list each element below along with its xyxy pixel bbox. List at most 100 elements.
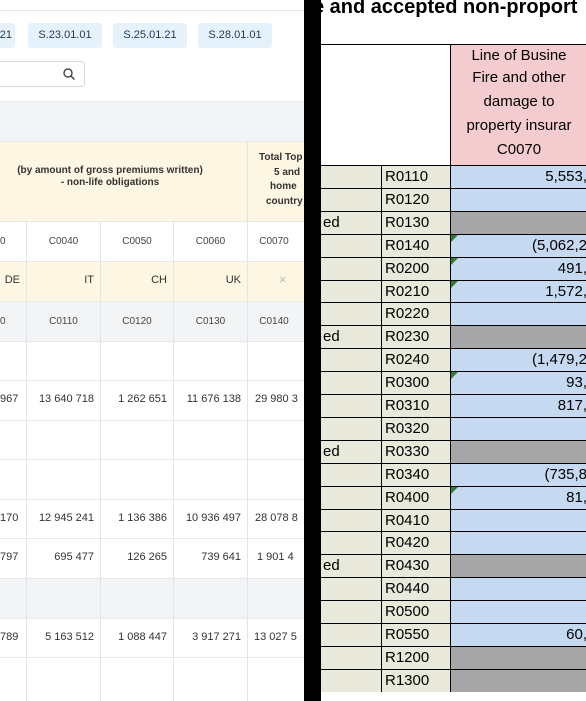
value-cell[interactable]: 5,553, [450, 166, 586, 188]
value-cell[interactable] [450, 646, 586, 669]
amount-cell[interactable]: 1 088 447 [118, 631, 167, 643]
amount-cell[interactable]: 739 641 [201, 551, 241, 563]
row-label-cell[interactable] [321, 463, 381, 486]
row-code-cell[interactable]: R0140 [381, 234, 451, 257]
tab-s25-01-21[interactable]: S.25.01.21 [113, 23, 187, 48]
amount-cell[interactable]: 170 [0, 512, 19, 524]
value-cell[interactable]: 93, [450, 372, 586, 395]
amount-cell[interactable]: 5 163 512 [45, 631, 94, 643]
amount-cell[interactable]: 13 640 718 [38, 393, 94, 405]
row-label-cell[interactable] [321, 509, 381, 532]
row-label-cell[interactable] [321, 486, 381, 509]
amount-cell[interactable]: 3 917 271 [192, 631, 241, 643]
row-label-cell[interactable] [321, 624, 381, 646]
tab-s28-01-01[interactable]: S.28.01.01 [198, 23, 272, 48]
value-cell[interactable]: 1,572, [450, 280, 586, 303]
country-select[interactable]: IT [84, 274, 94, 286]
value-cell[interactable] [450, 532, 586, 555]
row-label-cell[interactable]: ed [321, 211, 381, 234]
row-code-cell[interactable]: R0320 [381, 417, 451, 440]
row-code-cell[interactable]: R0340 [381, 463, 451, 486]
value-cell[interactable]: (735,8 [450, 463, 586, 486]
row-code-cell[interactable]: R0130 [381, 211, 451, 234]
value-cell[interactable] [450, 440, 586, 463]
value-cell[interactable] [450, 326, 586, 349]
row-label-cell[interactable] [321, 234, 381, 257]
tab-template-partial[interactable]: 21 [0, 23, 15, 48]
row-code-cell[interactable]: R1200 [381, 646, 451, 669]
row-code-cell[interactable]: R0220 [381, 303, 451, 326]
row-label-cell[interactable] [321, 646, 381, 669]
row-code-cell[interactable]: R0400 [381, 486, 451, 509]
country-select[interactable]: DE [4, 274, 20, 286]
amount-cell[interactable]: 695 477 [54, 551, 94, 563]
row-label-cell[interactable] [321, 532, 381, 555]
row-label-cell[interactable] [321, 257, 381, 280]
search-input[interactable] [0, 61, 85, 87]
value-cell[interactable]: 817, [450, 395, 586, 417]
row-label-cell[interactable] [321, 280, 381, 303]
country-select[interactable]: CH [151, 274, 167, 286]
value-cell[interactable]: (1,479,2 [450, 349, 586, 372]
row-code-cell[interactable]: R0440 [381, 578, 451, 601]
amount-cell[interactable]: 11 676 138 [186, 393, 241, 405]
row-code-cell[interactable]: R0330 [381, 440, 451, 463]
amount-cell[interactable]: 1 262 651 [118, 393, 167, 405]
amount-cell[interactable]: 126 265 [127, 551, 167, 563]
value-cell[interactable]: 60, [450, 624, 586, 646]
value-cell[interactable] [450, 303, 586, 326]
row-label-cell[interactable] [321, 349, 381, 372]
tab-s23-01-01[interactable]: S.23.01.01 [28, 23, 102, 48]
amount-cell[interactable]: 29 980 3 [255, 393, 298, 405]
row-label-cell[interactable] [321, 188, 381, 211]
value-cell[interactable] [450, 509, 586, 532]
row-label-cell[interactable] [321, 395, 381, 417]
row-code-cell[interactable]: R0210 [381, 280, 451, 303]
amount-cell[interactable]: 1 136 386 [118, 512, 167, 524]
row-label-cell[interactable] [321, 372, 381, 395]
value-cell[interactable]: 81, [450, 486, 586, 509]
amount-cell[interactable]: 28 078 8 [255, 512, 298, 524]
clear-icon[interactable]: × [279, 272, 287, 287]
row-code-cell[interactable]: R0410 [381, 509, 451, 532]
row-label-cell[interactable]: ed [321, 440, 381, 463]
row-code-cell[interactable]: R1300 [381, 669, 451, 692]
row-label-cell[interactable] [321, 578, 381, 601]
amount-cell[interactable]: 967 [0, 393, 19, 405]
row-code-cell[interactable]: R0550 [381, 624, 451, 646]
row-label-cell[interactable] [321, 303, 381, 326]
row-code-cell[interactable]: R0420 [381, 532, 451, 555]
row-code-cell[interactable]: R0230 [381, 326, 451, 349]
search-icon[interactable] [62, 67, 76, 81]
row-label-cell[interactable]: ed [321, 555, 381, 578]
country-select[interactable]: UK [225, 274, 241, 286]
amount-cell[interactable]: 13 027 5 [254, 631, 297, 643]
row-label-cell[interactable] [321, 601, 381, 624]
value-cell[interactable] [450, 555, 586, 578]
amount-cell[interactable]: 1 901 4 [257, 551, 294, 563]
row-label-cell[interactable] [321, 669, 381, 692]
amount-cell[interactable]: 789 [0, 631, 19, 643]
value-cell[interactable] [450, 211, 586, 234]
row-label-cell[interactable] [321, 166, 381, 188]
value-cell[interactable] [450, 188, 586, 211]
amount-cell[interactable]: 12 945 241 [38, 512, 94, 524]
row-code-cell[interactable]: R0430 [381, 555, 451, 578]
value-cell[interactable]: 491, [450, 257, 586, 280]
row-code-cell[interactable]: R0110 [381, 166, 451, 188]
value-cell[interactable] [450, 669, 586, 692]
row-code-cell[interactable]: R0200 [381, 257, 451, 280]
row-code-cell[interactable]: R0300 [381, 372, 451, 395]
row-code-cell[interactable]: R0500 [381, 601, 451, 624]
value-cell[interactable]: (5,062,2 [450, 234, 586, 257]
amount-cell[interactable]: 10 936 497 [185, 512, 241, 524]
value-cell[interactable] [450, 601, 586, 624]
value-cell[interactable] [450, 578, 586, 601]
row-code-cell[interactable]: R0310 [381, 395, 451, 417]
row-label-cell[interactable] [321, 417, 381, 440]
row-label-cell[interactable]: ed [321, 326, 381, 349]
amount-cell[interactable]: 797 [0, 551, 19, 563]
row-code-cell[interactable]: R0240 [381, 349, 451, 372]
value-cell[interactable] [450, 417, 586, 440]
row-code-cell[interactable]: R0120 [381, 188, 451, 211]
